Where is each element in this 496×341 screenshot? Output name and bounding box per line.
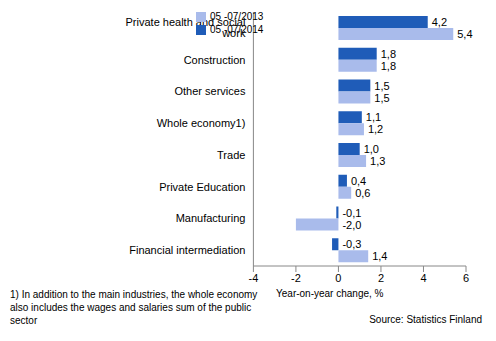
svg-text:1,3: 1,3 [370,155,385,167]
svg-text:5,4: 5,4 [457,28,472,40]
svg-text:1,8: 1,8 [381,48,396,60]
svg-text:1,5: 1,5 [374,80,389,92]
svg-text:0: 0 [335,272,341,284]
svg-text:1,8: 1,8 [381,60,396,72]
svg-text:1,4: 1,4 [372,250,387,262]
svg-text:2: 2 [378,272,384,284]
svg-text:Whole economy1): Whole economy1) [157,117,246,129]
svg-text:Private Education: Private Education [159,181,245,193]
svg-text:-2: -2 [291,272,301,284]
svg-text:Construction: Construction [184,54,246,66]
svg-text:1,5: 1,5 [374,92,389,104]
svg-text:Financial intermediation: Financial intermediation [129,244,245,256]
svg-text:0,6: 0,6 [355,187,370,199]
svg-text:-2,0: -2,0 [342,219,361,231]
svg-text:Manufacturing: Manufacturing [176,212,246,224]
svg-text:4: 4 [420,272,426,284]
svg-text:-0,3: -0,3 [342,238,361,250]
svg-text:Other services: Other services [174,85,245,97]
svg-text:Private health and socialwork: Private health and socialwork [126,16,246,39]
svg-text:4,2: 4,2 [432,16,447,28]
svg-text:0,4: 0,4 [351,175,366,187]
svg-text:1,1: 1,1 [366,111,381,123]
svg-text:Trade: Trade [217,149,245,161]
svg-text:-4: -4 [249,272,259,284]
svg-text:1,2: 1,2 [368,123,383,135]
svg-text:1,0: 1,0 [364,143,379,155]
svg-text:6: 6 [463,272,469,284]
svg-text:-0,1: -0,1 [342,207,361,219]
